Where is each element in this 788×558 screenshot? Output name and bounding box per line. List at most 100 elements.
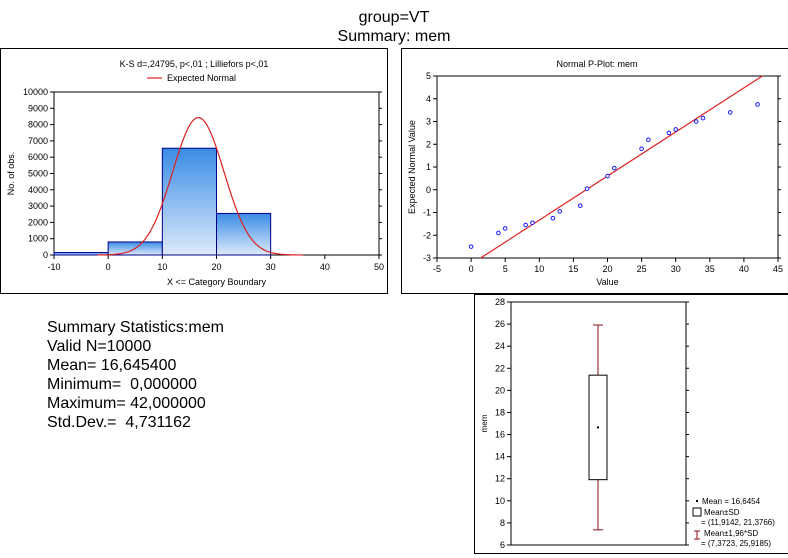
summary-valid-n: Valid N=10000 (47, 338, 152, 355)
box-legend-mean-marker (696, 500, 698, 502)
pplot-x-tick-label: 10 (534, 264, 544, 274)
pplot-y-tick-label: 4 (426, 94, 431, 104)
pplot-x-axis-label: Value (596, 277, 618, 287)
pplot-point (496, 230, 501, 236)
boxplot-chart: 6 8 10 12 14 16 18 20 22 24 26 28 mem Mean = 16,6454 M… (480, 297, 775, 550)
boxplot-panel: 6 8 10 12 14 16 18 20 22 24 26 28 mem Mean = 16,6454 M… (474, 294, 788, 554)
hist-x-tick-label: 30 (266, 262, 276, 272)
pplot-x-tick-label: 30 (671, 264, 681, 274)
box-mean-marker (597, 426, 599, 429)
pplot-point (693, 119, 699, 124)
hist-legend-label: Expected Normal (167, 73, 236, 83)
pplot-point (700, 115, 706, 121)
box-y-tick-label: 20 (495, 385, 505, 395)
pplot-x-tick-label: 45 (773, 264, 783, 274)
pplot-y-tick-label: 5 (426, 71, 431, 81)
box-plot-frame (510, 301, 687, 546)
box-legend-ci-range: = (7,3723, 25,9185) (701, 539, 771, 548)
hist-title: K-S d=,24795, p<,01 ; Lilliefors p<,01 (120, 59, 269, 69)
hist-bar (161, 147, 217, 256)
header-summary: Summary: mem (337, 28, 451, 45)
pplot-point (605, 173, 610, 179)
summary-maximum: Maximum= 42,000000 (47, 395, 206, 412)
hist-y-tick-label: 10000 (23, 87, 48, 97)
pplot-point (727, 110, 733, 115)
hist-y-tick-label: 1000 (28, 234, 48, 244)
pplot-x-tick-label: 5 (503, 264, 508, 274)
hist-x-tick-label: 10 (157, 262, 167, 272)
pplot-point (530, 220, 535, 226)
hist-y-tick-label: 0 (43, 250, 48, 260)
pplot-point (666, 130, 672, 136)
box-y-tick-label: 26 (495, 319, 505, 329)
box-y-tick-label: 12 (495, 474, 505, 484)
pplot-x-tick-label: 20 (602, 264, 612, 274)
summary-statistics: Summary Statistics:mem Valid N=10000 Mea… (47, 318, 224, 432)
hist-y-tick-label: 6000 (28, 152, 48, 162)
hist-x-tick-label: 0 (106, 262, 111, 272)
pplot-y-tick-label: -3 (423, 253, 431, 263)
summary-mean: Mean= 16,645400 (47, 357, 177, 374)
pplot-plot-frame (436, 75, 779, 259)
pplot-fit-line (480, 75, 763, 259)
pplot-y-tick-label: 1 (426, 162, 431, 172)
histogram-chart: K-S d=,24795, p<,01 ; Lilliefors p<,01 Ex… (6, 59, 384, 287)
pplot-point (612, 165, 617, 171)
pplot-point (523, 222, 528, 228)
pplot-y-tick-label: 0 (426, 185, 431, 195)
pplot-point (550, 215, 556, 221)
pplot-y-tick-label: 2 (426, 139, 431, 149)
hist-x-tick-label: 40 (320, 262, 330, 272)
pplot-y-tick-label: 3 (426, 117, 431, 127)
header-group: group=VT (358, 9, 430, 26)
pplot-x-tick-label: 25 (637, 264, 647, 274)
pplot-point (673, 127, 679, 132)
hist-y-tick-label: 8000 (28, 120, 48, 130)
pplot-point (502, 226, 508, 231)
hist-y-tick-label: 3000 (28, 201, 48, 211)
hist-y-tick-label: 2000 (28, 217, 48, 227)
pplot-panel: Normal P-Plot: mem -3 -2 -1 0 1 2 3 4 5 -5 0 5 10 15 20… (401, 48, 788, 294)
pplot-y-tick-label: -2 (423, 230, 431, 240)
box-legend-sd: Mean±SD (704, 508, 740, 517)
histogram-panel: K-S d=,24795, p<,01 ; Lilliefors p<,01 Ex… (0, 48, 388, 294)
pplot-x-tick-label: 35 (705, 264, 715, 274)
hist-x-tick-label: 50 (374, 262, 384, 272)
hist-x-tick-label: -10 (47, 262, 60, 272)
pplot-x-tick-label: 0 (469, 264, 474, 274)
pplot-point (584, 186, 590, 191)
pplot-y-tick-label: -1 (423, 208, 431, 218)
hist-y-tick-label: 5000 (28, 169, 48, 179)
pplot-x-tick-label: 15 (568, 264, 578, 274)
box-legend-mean: Mean = 16,6454 (702, 497, 761, 506)
pplot-x-tick-label: -5 (433, 264, 441, 274)
box-y-tick-label: 18 (495, 407, 505, 417)
summary-title: Summary Statistics:mem (47, 319, 224, 336)
box-y-tick-label: 8 (500, 518, 505, 528)
hist-expected-normal-curve (97, 116, 304, 256)
summary-minimum: Minimum= 0,000000 (47, 376, 197, 393)
box-y-tick-label: 6 (500, 540, 505, 550)
box-y-tick-label: 16 (495, 430, 505, 440)
box-y-tick-label: 10 (495, 496, 505, 506)
hist-y-tick-label: 9000 (28, 103, 48, 113)
pplot-point (577, 203, 583, 208)
pplot-point (468, 244, 474, 249)
hist-y-axis-label: No. of obs. (6, 152, 16, 196)
pplot-point (639, 146, 644, 152)
box-legend-sd-marker (692, 507, 702, 517)
box-y-tick-label: 28 (495, 297, 505, 307)
box-y-tick-label: 24 (495, 341, 505, 351)
box-legend-sd-range: = (11,9142, 21,3766) (701, 518, 775, 527)
box-y-tick-label: 14 (495, 452, 505, 462)
hist-x-axis-label: X <= Category Boundary (167, 277, 267, 287)
pplot-y-axis-label: Expected Normal Value (407, 120, 417, 214)
pplot-x-tick-label: 40 (739, 264, 749, 274)
hist-x-tick-label: 20 (211, 262, 221, 272)
pplot-point (557, 209, 563, 214)
box-y-tick-label: 22 (495, 363, 505, 373)
pplot-title: Normal P-Plot: mem (556, 59, 637, 69)
box-y-axis-label: mem (480, 414, 489, 432)
hist-y-tick-label: 4000 (28, 185, 48, 195)
